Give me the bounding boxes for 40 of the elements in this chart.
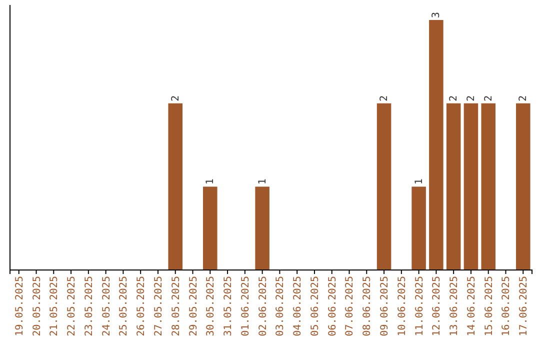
x-tick-label: 11.06.2025 — [414, 276, 426, 336]
data-label: 2 — [466, 95, 477, 102]
x-tick-label: 21.05.2025 — [49, 276, 60, 336]
x-tick-label: 24.05.2025 — [101, 276, 112, 336]
x-tick-label: 15.06.2025 — [484, 276, 495, 336]
data-label: 1 — [257, 178, 268, 185]
x-tick-label: 16.06.2025 — [501, 276, 512, 336]
data-label: 2 — [170, 95, 182, 102]
x-tick-label: 10.06.2025 — [396, 276, 408, 336]
data-label: 1 — [205, 178, 216, 185]
data-label: 2 — [448, 95, 460, 102]
x-tick-label: 01.06.2025 — [240, 276, 252, 336]
x-tick-label: 03.06.2025 — [275, 276, 286, 336]
x-tick-label: 19.05.2025 — [14, 276, 26, 336]
data-label: 2 — [379, 95, 390, 102]
x-tick-label: 23.05.2025 — [84, 276, 95, 336]
x-tick-label: 09.06.2025 — [380, 276, 391, 336]
x-tick-label: 30.05.2025 — [206, 276, 217, 336]
x-tick-label: 28.05.2025 — [170, 276, 182, 336]
x-tick-label: 14.06.2025 — [466, 276, 478, 336]
x-tick-label: 26.05.2025 — [136, 276, 148, 336]
x-tick-label: 12.06.2025 — [432, 276, 443, 336]
x-tick-label: 02.06.2025 — [258, 276, 269, 336]
x-tick-label: 31.05.2025 — [223, 276, 234, 336]
x-tick-label: 06.06.2025 — [327, 276, 338, 336]
data-label: 1 — [414, 178, 425, 185]
x-tick-label: 13.06.2025 — [449, 276, 460, 336]
x-tick-label: 17.06.2025 — [518, 276, 530, 336]
x-tick-label: 29.05.2025 — [188, 276, 200, 336]
x-tick-label: 05.06.2025 — [310, 276, 321, 336]
x-tick-label: 20.05.2025 — [32, 276, 43, 336]
x-tick-label: 04.06.2025 — [292, 276, 304, 336]
x-tick-label: 22.05.2025 — [66, 276, 78, 336]
x-tick-label: 27.05.2025 — [153, 276, 164, 336]
data-label: 2 — [518, 95, 530, 102]
data-label: 3 — [431, 12, 442, 18]
data-label: 2 — [483, 95, 494, 102]
x-tick-label: 25.05.2025 — [118, 276, 130, 336]
x-tick-label: 07.06.2025 — [344, 276, 356, 336]
x-tick-label: 08.06.2025 — [362, 276, 374, 336]
